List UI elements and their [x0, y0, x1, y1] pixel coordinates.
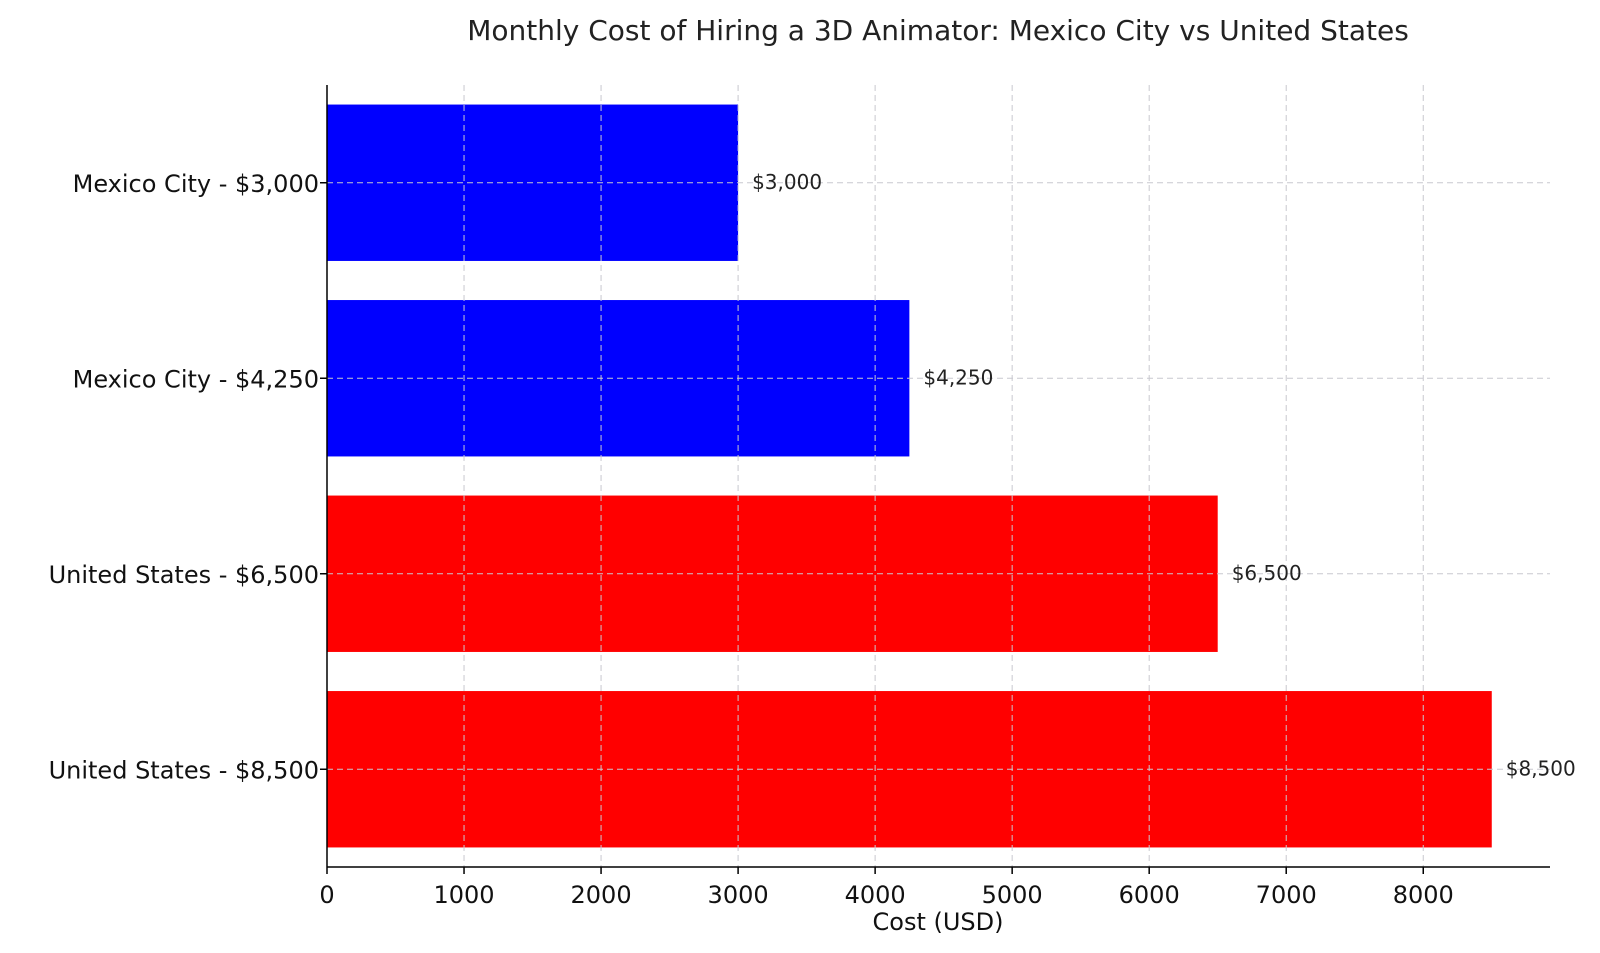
- data-label: $6,500: [1232, 561, 1302, 585]
- label-layer: 0 1000 2000 3000 4000 5000 6000 7000 8000 Mexico …: [49, 170, 1576, 909]
- x-axis-label: Cost (USD): [873, 908, 1004, 936]
- x-tick-label: 6000: [1119, 881, 1180, 909]
- category-label: Mexico City - $3,000: [73, 170, 319, 198]
- chart-title: Monthly Cost of Hiring a 3D Animator: Me…: [467, 14, 1409, 47]
- x-tick-label: 3000: [708, 881, 769, 909]
- x-tick-label: 4000: [845, 881, 906, 909]
- x-tick-label: 8000: [1393, 881, 1454, 909]
- axis-layer: [320, 85, 1550, 874]
- category-label: United States - $8,500: [49, 756, 319, 784]
- data-label: $3,000: [752, 170, 822, 194]
- category-label: United States - $6,500: [49, 561, 319, 589]
- category-label: Mexico City - $4,250: [73, 365, 319, 393]
- bar-layer: [327, 104, 1492, 848]
- grid-layer: [327, 85, 1550, 867]
- data-label: $4,250: [923, 365, 993, 389]
- data-label: $8,500: [1506, 756, 1576, 780]
- x-tick-label: 1000: [433, 881, 494, 909]
- x-tick-label: 5000: [982, 881, 1043, 909]
- x-tick-label: 0: [319, 881, 334, 909]
- x-tick-label: 2000: [571, 881, 632, 909]
- x-tick-label: 7000: [1256, 881, 1317, 909]
